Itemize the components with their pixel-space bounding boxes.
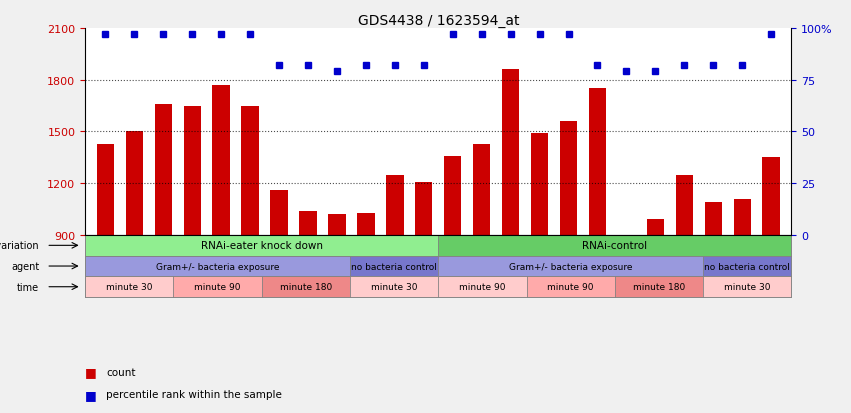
Bar xyxy=(174,277,262,297)
Text: minute 30: minute 30 xyxy=(106,282,152,292)
Text: ■: ■ xyxy=(85,365,97,378)
Bar xyxy=(328,215,346,235)
Bar xyxy=(502,70,519,235)
Bar xyxy=(762,158,780,235)
Text: genotype/variation: genotype/variation xyxy=(0,241,39,251)
Bar xyxy=(350,277,438,297)
Text: agent: agent xyxy=(11,261,39,271)
Text: minute 90: minute 90 xyxy=(547,282,594,292)
Bar xyxy=(350,256,438,277)
Text: ■: ■ xyxy=(85,388,97,401)
Bar xyxy=(386,175,403,235)
Bar xyxy=(126,132,143,235)
Text: minute 30: minute 30 xyxy=(371,282,417,292)
Text: Gram+/- bacteria exposure: Gram+/- bacteria exposure xyxy=(509,262,632,271)
Bar xyxy=(438,256,703,277)
Text: minute 90: minute 90 xyxy=(460,282,505,292)
Bar xyxy=(703,256,791,277)
Bar xyxy=(415,182,432,235)
Bar xyxy=(444,156,461,235)
Bar xyxy=(184,106,201,235)
Text: minute 30: minute 30 xyxy=(724,282,770,292)
Bar xyxy=(703,277,791,297)
Text: no bacteria control: no bacteria control xyxy=(351,262,437,271)
Bar xyxy=(647,220,664,235)
Bar xyxy=(438,235,791,256)
Text: time: time xyxy=(17,282,39,292)
Bar xyxy=(262,277,350,297)
Text: minute 90: minute 90 xyxy=(194,282,241,292)
Bar xyxy=(614,277,703,297)
Title: GDS4438 / 1623594_at: GDS4438 / 1623594_at xyxy=(357,14,519,28)
Bar xyxy=(560,122,577,235)
Text: minute 180: minute 180 xyxy=(280,282,332,292)
Bar xyxy=(155,104,172,235)
Bar xyxy=(589,89,606,235)
Bar xyxy=(271,191,288,235)
Bar xyxy=(734,199,751,235)
Bar xyxy=(357,213,374,235)
Bar xyxy=(242,106,259,235)
Bar xyxy=(473,144,490,235)
Bar xyxy=(97,144,114,235)
Bar xyxy=(705,203,722,235)
Bar xyxy=(85,277,174,297)
Text: no bacteria control: no bacteria control xyxy=(705,262,791,271)
Text: RNAi-control: RNAi-control xyxy=(582,241,648,251)
Bar xyxy=(527,277,614,297)
Bar xyxy=(300,211,317,235)
Bar xyxy=(676,175,693,235)
Text: count: count xyxy=(106,367,136,377)
Text: RNAi-eater knock down: RNAi-eater knock down xyxy=(201,241,323,251)
Text: percentile rank within the sample: percentile rank within the sample xyxy=(106,389,283,399)
Bar xyxy=(531,134,548,235)
Bar xyxy=(618,235,635,242)
Bar xyxy=(438,277,527,297)
Bar xyxy=(85,256,350,277)
Text: Gram+/- bacteria exposure: Gram+/- bacteria exposure xyxy=(156,262,279,271)
Bar xyxy=(213,85,230,235)
Text: minute 180: minute 180 xyxy=(633,282,685,292)
Bar xyxy=(85,235,438,256)
